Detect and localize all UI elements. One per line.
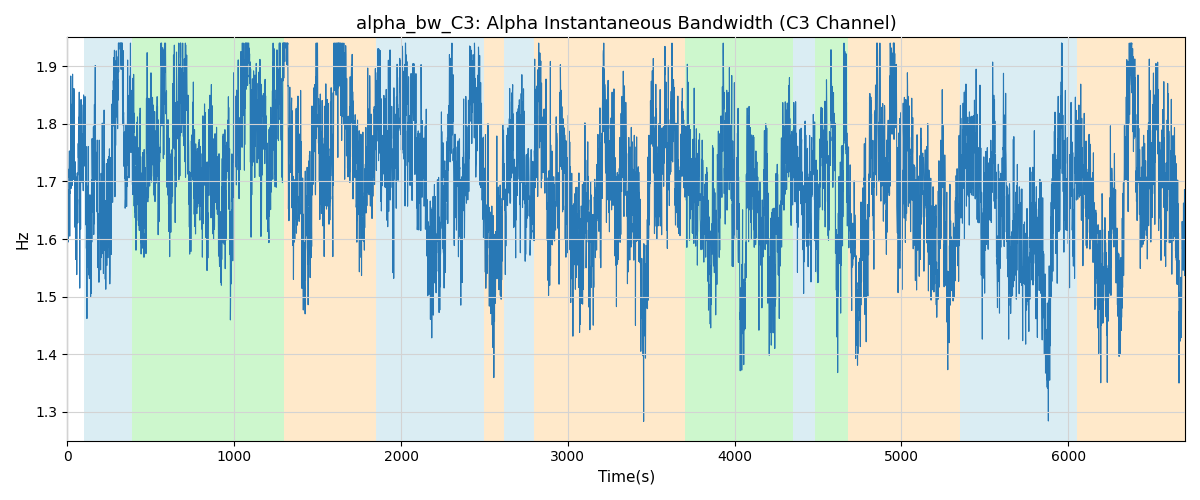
Y-axis label: Hz: Hz [16, 230, 30, 249]
Bar [1076, 38, 1184, 440]
Bar [284, 38, 376, 440]
Title: alpha_bw_C3: Alpha Instantaneous Bandwidth (C3 Channel): alpha_bw_C3: Alpha Instantaneous Bandwid… [356, 15, 896, 34]
Bar [848, 38, 960, 440]
Bar [815, 38, 848, 440]
Bar [534, 38, 684, 440]
Bar [376, 38, 485, 440]
Bar [504, 38, 534, 440]
Bar [684, 38, 793, 440]
Bar [84, 38, 132, 440]
Bar [793, 38, 815, 440]
X-axis label: Time(s): Time(s) [598, 470, 655, 485]
Bar [960, 38, 1076, 440]
Bar [485, 38, 504, 440]
Bar [132, 38, 284, 440]
